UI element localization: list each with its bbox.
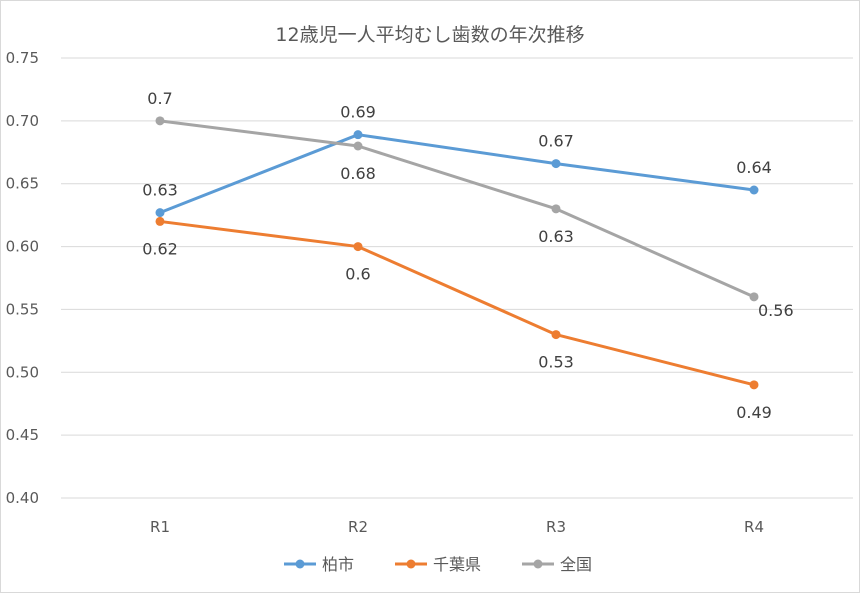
x-tick-label: R2 xyxy=(348,518,368,536)
series-line xyxy=(158,219,756,387)
data-point xyxy=(749,380,759,390)
data-label: 0.67 xyxy=(538,132,574,151)
series-group xyxy=(155,116,759,390)
legend-label: 全国 xyxy=(560,555,592,574)
x-tick-label: R3 xyxy=(546,518,566,536)
series-line xyxy=(158,119,756,299)
data-point xyxy=(551,159,561,169)
data-label: 0.53 xyxy=(538,353,574,372)
legend-label: 柏市 xyxy=(322,555,354,574)
data-point xyxy=(155,208,165,218)
data-label: 0.68 xyxy=(340,164,376,183)
legend-marker xyxy=(533,559,543,569)
data-label: 0.7 xyxy=(147,89,172,108)
data-label: 0.64 xyxy=(736,158,772,177)
data-label: 0.69 xyxy=(340,103,376,122)
gridlines xyxy=(61,57,853,499)
x-axis-ticks: R1 R2 R3 R4 xyxy=(150,518,764,536)
x-tick-label: R4 xyxy=(744,518,764,536)
data-point xyxy=(155,116,165,126)
chart-title: 12歳児一人平均むし歯数の年次推移 xyxy=(275,24,584,46)
data-point xyxy=(551,330,561,340)
y-axis-ticks: 0.40 0.45 0.50 0.55 0.60 0.65 0.70 0.75 xyxy=(6,49,39,507)
data-point xyxy=(353,130,363,140)
y-tick-label: 0.60 xyxy=(6,238,39,256)
y-tick-label: 0.40 xyxy=(6,489,39,507)
data-label: 0.6 xyxy=(345,265,370,284)
y-tick-label: 0.70 xyxy=(6,112,39,130)
data-point xyxy=(353,242,363,252)
legend: 柏市 千葉県 全国 xyxy=(284,555,592,574)
y-tick-label: 0.65 xyxy=(6,175,39,193)
legend-marker xyxy=(406,559,416,569)
data-point xyxy=(353,141,363,151)
y-tick-label: 0.75 xyxy=(6,49,39,67)
data-label: 0.63 xyxy=(538,227,574,246)
data-label: 0.63 xyxy=(142,181,178,200)
data-point xyxy=(749,292,759,302)
series-line xyxy=(158,133,756,215)
y-tick-label: 0.55 xyxy=(6,300,39,318)
data-label: 0.49 xyxy=(736,403,772,422)
y-tick-label: 0.50 xyxy=(6,363,39,381)
y-tick-label: 0.45 xyxy=(6,426,39,444)
data-point xyxy=(551,204,561,214)
legend-label: 千葉県 xyxy=(433,555,481,574)
data-labels: 0.63 0.69 0.67 0.64 0.62 0.6 0.53 0.49 0.7 0.68 0.… xyxy=(142,89,793,422)
x-tick-label: R1 xyxy=(150,518,170,536)
data-point xyxy=(155,216,165,226)
data-label: 0.62 xyxy=(142,239,178,258)
data-point xyxy=(749,185,759,195)
data-label: 0.56 xyxy=(758,301,794,320)
legend-marker xyxy=(295,559,305,569)
